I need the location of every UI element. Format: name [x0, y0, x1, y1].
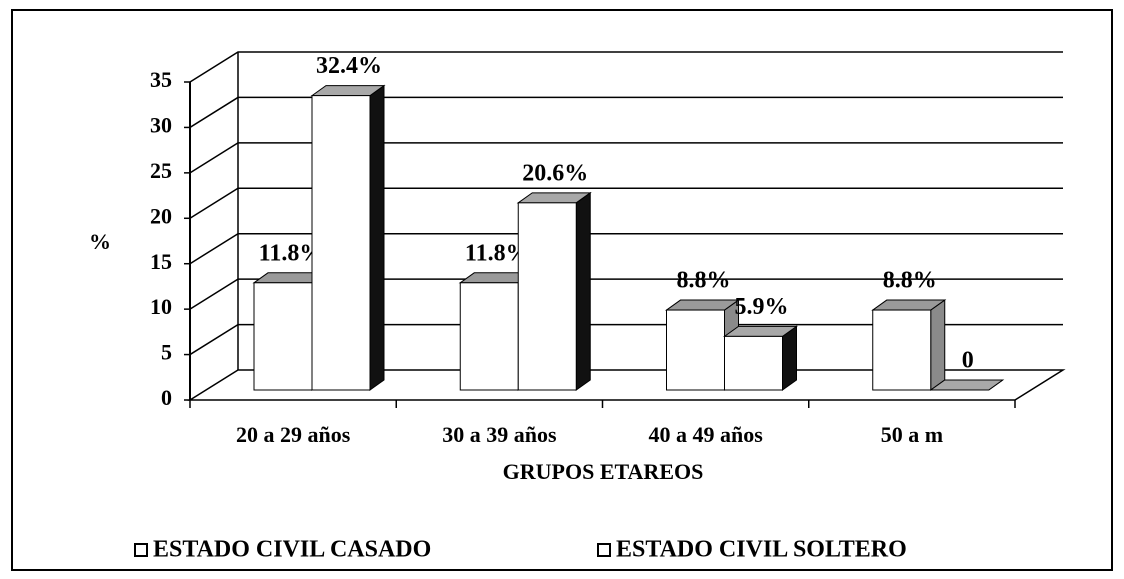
x-tick-label: 40 a 49 años	[648, 422, 763, 447]
y-tick-label: 10	[150, 294, 172, 319]
data-label: 8.8%	[677, 268, 731, 294]
bar-top	[929, 379, 1005, 391]
legend-swatch	[597, 543, 611, 557]
bar	[666, 309, 725, 391]
legend-swatch	[134, 543, 148, 557]
y-tick-label: 0	[161, 385, 172, 410]
y-axis-label: %	[89, 229, 111, 254]
grid-line	[189, 232, 1063, 265]
y-tick-label: 25	[150, 158, 172, 183]
y-tick-label: 20	[150, 203, 172, 228]
data-label: 20.6%	[522, 160, 588, 186]
bar	[872, 309, 932, 391]
bar	[311, 95, 371, 391]
grid-line	[189, 278, 1063, 310]
x-axis-label: GRUPOS ETAREOS	[503, 459, 704, 484]
grid-line	[189, 51, 1063, 83]
y-tick-label: 15	[150, 249, 172, 274]
floor	[187, 369, 1066, 401]
y-tick-label: 30	[150, 112, 172, 137]
y-tick-label: 5	[161, 340, 172, 365]
x-tick-label: 30 a 39 años	[442, 422, 557, 447]
bar-side	[369, 84, 385, 391]
grid-line	[189, 187, 1063, 219]
legend-label: ESTADO CIVIL CASADO	[153, 537, 431, 563]
bar-side	[930, 299, 946, 391]
bar	[459, 282, 519, 391]
grid-line	[189, 142, 1063, 174]
bar-side	[782, 325, 797, 391]
legend-label: ESTADO CIVIL SOLTERO	[616, 537, 907, 563]
bar	[253, 282, 313, 391]
x-tick-label: 50 a m	[881, 422, 943, 447]
x-tick-label: 20 a 29 años	[236, 422, 351, 447]
bar-side	[575, 191, 591, 391]
bar	[517, 202, 577, 391]
data-label: 5.9%	[735, 294, 789, 320]
bar	[724, 335, 783, 391]
grid-line	[189, 323, 1063, 356]
data-label: 32.4%	[316, 53, 382, 79]
data-label: 0	[962, 348, 974, 374]
data-label: 8.8%	[883, 268, 937, 294]
grid-line	[189, 96, 1063, 129]
y-tick-label: 35	[150, 67, 172, 92]
